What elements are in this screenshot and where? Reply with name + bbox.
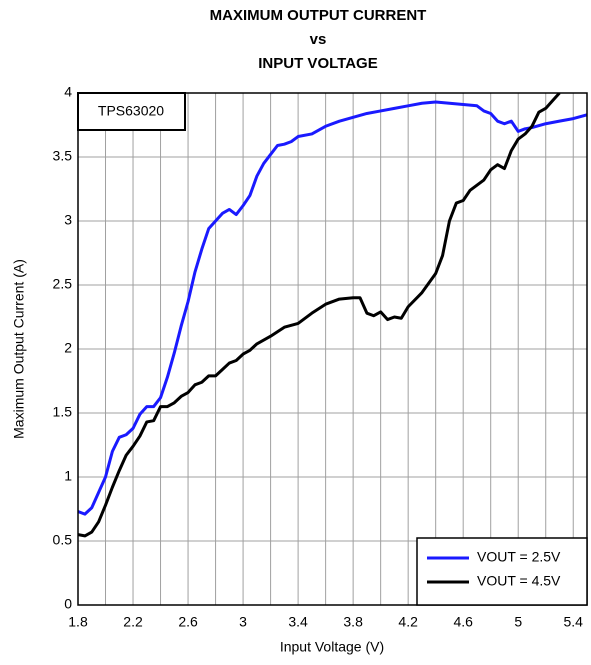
y-tick-label: 3.5 (53, 148, 73, 164)
y-tick-label: 1 (64, 468, 72, 484)
chart-title: vs (310, 31, 327, 48)
y-axis-label: Maximum Output Current (A) (11, 259, 27, 439)
chart-title: MAXIMUM OUTPUT CURRENT (210, 7, 427, 24)
y-tick-label: 3 (64, 212, 72, 228)
y-tick-label: 0.5 (53, 532, 73, 548)
legend-label: VOUT = 4.5V (477, 573, 561, 589)
x-tick-label: 3.8 (343, 614, 363, 630)
x-tick-label: 4.2 (398, 614, 418, 630)
x-tick-label: 5 (514, 614, 522, 630)
series-line (78, 100, 587, 516)
x-tick-label: 3.4 (288, 614, 308, 630)
chart-title: INPUT VOLTAGE (258, 55, 377, 72)
x-tick-label: 2.6 (178, 614, 198, 630)
legend-box (416, 537, 588, 606)
y-tick-label: 4 (64, 84, 72, 100)
x-tick-label: 4.6 (453, 614, 473, 630)
plot-frame (77, 92, 588, 606)
y-tick-label: 0 (64, 596, 72, 612)
lines (78, 93, 587, 538)
y-tick-label: 1.5 (53, 404, 73, 420)
x-axis-label: Input Voltage (V) (280, 639, 384, 655)
legend: VOUT = 2.5V VOUT = 4.5V (416, 537, 588, 606)
x-tick-label: 1.8 (68, 614, 88, 630)
x-tick-label: 5.4 (564, 614, 584, 630)
y-tick-label: 2.5 (53, 276, 73, 292)
legend-label: VOUT = 2.5V (477, 549, 561, 565)
y-tick-label: 2 (64, 340, 72, 356)
annotation-box (77, 92, 186, 131)
x-tick-label: 3 (239, 614, 247, 630)
grid (77, 92, 587, 606)
series-line (78, 93, 561, 538)
annotation: TPS63020 (98, 103, 164, 119)
x-tick-label: 2.2 (123, 614, 143, 630)
